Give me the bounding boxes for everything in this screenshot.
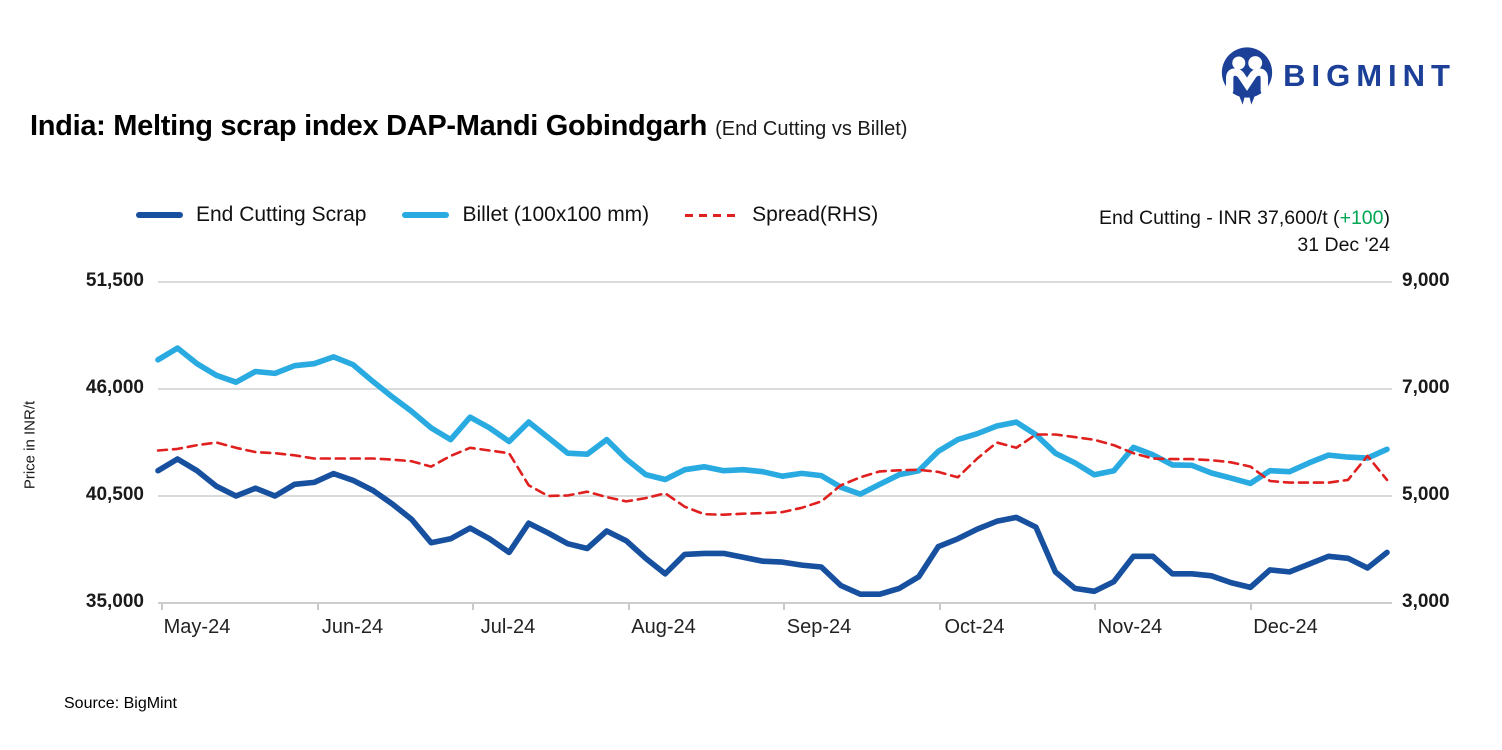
legend-item-billet: Billet (100x100 mm) [402, 203, 649, 227]
x-axis-tick-jul-24 [472, 604, 474, 610]
latest-value-annotation: End Cutting - INR 37,600/t (+100) 31 Dec… [1099, 205, 1390, 259]
legend-item-spread: Spread(RHS) [685, 203, 878, 227]
x-axis-label-dec-24: Dec-24 [1253, 616, 1318, 638]
left-axis-tick-40500: 40,500 [85, 484, 144, 505]
x-axis-tick-sep-24 [783, 604, 785, 610]
x-axis-label-may-24: May-24 [163, 616, 231, 638]
x-axis-tick-may-24 [161, 604, 163, 610]
series-line-billet-100x100-mm [155, 345, 1390, 497]
x-axis-label-jul-24: Jul-24 [480, 616, 536, 638]
x-axis-line [158, 602, 1392, 604]
right-axis-tick-5000: 5,000 [1402, 484, 1450, 505]
plot-area: May-24 Jun-24 Jul-24 Aug-24 Sep-24 Oct-24 Nov-… [155, 281, 1392, 638]
x-axis-label-oct-24: Oct-24 [944, 616, 1005, 638]
billet-line-swatch [402, 212, 450, 218]
legend-label-billet: Billet (100x100 mm) [462, 203, 650, 226]
x-axis-tick-dec-24 [1249, 604, 1252, 610]
right-axis-tick-7000: 7,000 [1402, 377, 1450, 398]
right-axis-tick-9000: 9,000 [1402, 270, 1450, 291]
x-axis-tick-nov-24 [1094, 604, 1096, 610]
x-axis-tick-jun-24 [316, 604, 319, 610]
x-axis-label-aug-24: Aug-24 [631, 616, 696, 638]
left-axis-title: Price in INR/t [21, 400, 39, 490]
source-note: Source: BigMint [64, 695, 177, 712]
left-axis-tick-46000: 46,000 [85, 377, 144, 398]
bigmint-logo-icon [1221, 47, 1273, 105]
spread-line-swatch [685, 213, 740, 217]
gridline-46000 [158, 388, 1392, 390]
latest-value-date: 31 Dec '24 [1297, 234, 1390, 256]
chart-legend: End Cutting Scrap Billet (100x100 mm) Sp… [136, 203, 878, 227]
left-axis-tick-35000: 35,000 [85, 591, 144, 612]
x-axis-label-jun-24: Jun-24 [321, 616, 384, 638]
series-plot-svg [155, 345, 1390, 598]
x-axis-label-sep-24: Sep-24 [786, 616, 852, 638]
x-axis-tick-aug-24 [627, 604, 630, 610]
chart-title-main: India: Melting scrap index DAP-Mandi Gob… [30, 110, 708, 142]
legend-label-spread: Spread(RHS) [752, 203, 879, 226]
right-axis-tick-3000: 3,000 [1402, 591, 1450, 612]
latest-value-change: +100 [1339, 207, 1384, 229]
chart-title: India: Melting scrap index DAP-Mandi Gob… [30, 110, 907, 143]
brand-name: BIGMINT [1283, 58, 1456, 93]
series-line-end-cutting-scrap [155, 456, 1390, 598]
legend-label-end-cutting: End Cutting Scrap [196, 203, 367, 226]
brand-logo: BIGMINT [1221, 46, 1456, 106]
legend-item-end-cutting: End Cutting Scrap [136, 203, 366, 227]
chart-title-sub: (End Cutting vs Billet) [715, 118, 908, 140]
x-axis-tick-oct-24 [938, 604, 941, 610]
end-cutting-line-swatch [136, 212, 183, 218]
latest-value-close-paren: ) [1383, 207, 1391, 229]
x-axis-label-nov-24: Nov-24 [1097, 616, 1163, 638]
gridline-40500 [158, 495, 1392, 497]
left-axis-tick-51500: 51,500 [85, 270, 144, 291]
gridline-51500 [158, 281, 1392, 283]
latest-value-line: End Cutting - INR 37,600/t (+100) [1099, 205, 1390, 232]
latest-value-text: End Cutting - INR 37,600/t ( [1098, 207, 1340, 229]
series-line-spread-rhs [156, 433, 1389, 516]
